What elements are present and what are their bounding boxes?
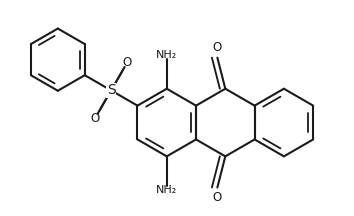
- Text: NH₂: NH₂: [156, 51, 177, 60]
- Text: O: O: [91, 112, 100, 125]
- Text: O: O: [213, 41, 222, 54]
- Text: S: S: [107, 83, 115, 97]
- Text: O: O: [122, 56, 132, 69]
- Text: O: O: [213, 191, 222, 204]
- Text: NH₂: NH₂: [156, 185, 177, 195]
